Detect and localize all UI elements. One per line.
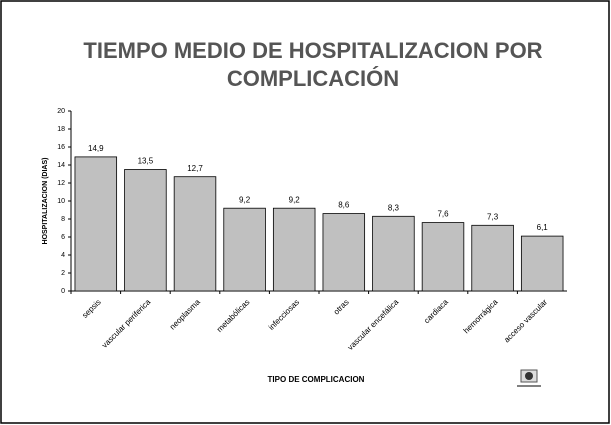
- bar: [372, 215, 415, 292]
- bar: [124, 169, 167, 292]
- bar: [223, 207, 266, 292]
- value-label: 9,2: [289, 195, 301, 204]
- y-tick-label: 4: [61, 252, 65, 259]
- bar: [173, 176, 217, 292]
- bar: [322, 213, 366, 292]
- y-tick-label: 10: [57, 198, 65, 205]
- icon: [517, 369, 541, 387]
- chart-title: COMPLICACIÓN: [227, 66, 399, 91]
- y-tick-label: 0: [61, 288, 65, 295]
- y-tick-label: 12: [57, 180, 65, 187]
- value-label: 13,5: [138, 157, 154, 166]
- value-label: 8,6: [338, 201, 350, 210]
- bar: [471, 224, 514, 292]
- y-tick-label: 8: [61, 216, 65, 223]
- value-label: 12,7: [187, 164, 203, 173]
- bar: [74, 156, 118, 292]
- y-tick-label: 16: [57, 144, 65, 151]
- y-axis-label: HOSPITALIZACION (DIAS): [42, 158, 49, 245]
- y-tick-label: 18: [57, 126, 65, 133]
- chart-title: TIEMPO MEDIO DE HOSPITALIZACION POR: [83, 38, 542, 63]
- y-tick-label: 20: [57, 108, 65, 115]
- x-axis-label: TIPO DE COMPLICACION: [268, 375, 365, 384]
- value-label: 14,9: [88, 144, 104, 153]
- value-label: 6,1: [537, 223, 549, 232]
- value-label: 7,3: [487, 212, 499, 221]
- value-label: 7,6: [437, 210, 449, 219]
- bar: [421, 222, 465, 292]
- bar: [520, 235, 564, 292]
- y-tick-label: 14: [57, 162, 65, 169]
- y-tick-label: 2: [61, 270, 65, 277]
- value-label: 9,2: [239, 195, 251, 204]
- bar: [272, 207, 316, 292]
- value-label: 8,3: [388, 203, 400, 212]
- y-tick-label: 6: [61, 234, 65, 241]
